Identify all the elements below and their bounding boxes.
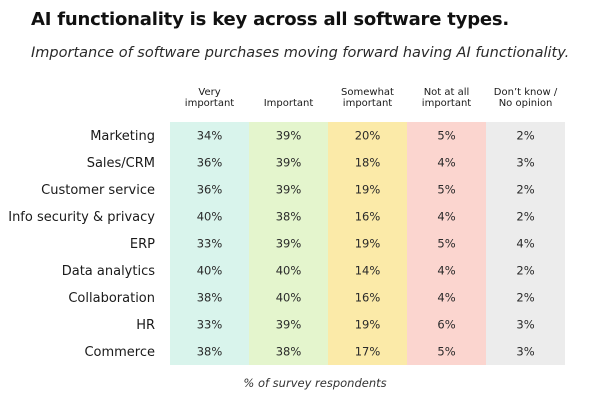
cell-value: 4%: [437, 291, 455, 305]
row-label-4: Info security & privacy: [8, 210, 155, 225]
column-header-3-line-1: Somewhat: [341, 87, 394, 98]
column-header-2-line-1: Important: [264, 98, 314, 109]
column-band-4: [407, 122, 486, 365]
cell-value: 14%: [355, 264, 381, 278]
cell-value: 38%: [276, 210, 302, 224]
column-band-3: [328, 122, 407, 365]
column-band-1: [170, 122, 249, 365]
cell-value: 39%: [276, 237, 302, 251]
cell-value: 34%: [197, 129, 223, 143]
column-header-1-line-1: Very: [198, 87, 220, 98]
cell-value: 33%: [197, 318, 223, 332]
chart-title: AI functionality is key across all softw…: [31, 9, 510, 30]
cell-value: 33%: [197, 237, 223, 251]
cell-value: 5%: [437, 345, 455, 359]
cell-value: 16%: [355, 210, 381, 224]
cell-value: 2%: [516, 291, 534, 305]
cell-value: 3%: [516, 156, 534, 170]
cell-value: 5%: [437, 183, 455, 197]
cell-value: 39%: [276, 129, 302, 143]
cell-value: 5%: [437, 237, 455, 251]
cell-value: 39%: [276, 156, 302, 170]
cell-value: 2%: [516, 183, 534, 197]
table-footnote: % of survey respondents: [0, 376, 600, 390]
column-header-5-line-2: No opinion: [499, 98, 553, 109]
cell-value: 20%: [355, 129, 381, 143]
cell-value: 19%: [355, 237, 381, 251]
chart-subtitle: Importance of software purchases moving …: [31, 45, 570, 61]
row-label-7: Collaboration: [68, 291, 155, 306]
cell-value: 3%: [516, 345, 534, 359]
footnote-text: % of survey respondents: [243, 376, 387, 390]
column-header-3-line-2: important: [343, 98, 392, 109]
cell-value: 6%: [437, 318, 455, 332]
column-header-5-line-1: Don’t know /: [494, 87, 558, 98]
cell-value: 39%: [276, 183, 302, 197]
cell-value: 18%: [355, 156, 381, 170]
cell-value: 3%: [516, 318, 534, 332]
cell-value: 40%: [197, 264, 223, 278]
cell-value: 2%: [516, 264, 534, 278]
row-label-8: HR: [136, 318, 155, 333]
row-label-3: Customer service: [41, 183, 155, 198]
cell-value: 4%: [437, 210, 455, 224]
cell-value: 2%: [516, 210, 534, 224]
cell-value: 38%: [197, 291, 223, 305]
row-label-6: Data analytics: [62, 264, 156, 279]
cell-value: 4%: [437, 264, 455, 278]
column-band-5: [486, 122, 565, 365]
column-band-2: [249, 122, 328, 365]
cell-value: 2%: [516, 129, 534, 143]
cell-value: 4%: [437, 156, 455, 170]
row-label-9: Commerce: [84, 345, 155, 360]
cell-value: 16%: [355, 291, 381, 305]
row-label-5: ERP: [130, 237, 155, 252]
cell-value: 40%: [197, 210, 223, 224]
cell-value: 36%: [197, 183, 223, 197]
row-label-1: Marketing: [90, 129, 155, 144]
cell-value: 40%: [276, 264, 302, 278]
cell-value: 40%: [276, 291, 302, 305]
row-label-2: Sales/CRM: [87, 156, 155, 171]
column-header-4-line-1: Not at all: [424, 87, 470, 98]
cell-value: 4%: [516, 237, 534, 251]
cell-value: 39%: [276, 318, 302, 332]
cell-value: 19%: [355, 183, 381, 197]
cell-value: 36%: [197, 156, 223, 170]
cell-value: 17%: [355, 345, 381, 359]
cell-value: 38%: [197, 345, 223, 359]
column-header-4-line-2: important: [422, 98, 471, 109]
cell-value: 5%: [437, 129, 455, 143]
column-header-1-line-2: important: [185, 98, 234, 109]
cell-value: 19%: [355, 318, 381, 332]
cell-value: 38%: [276, 345, 302, 359]
